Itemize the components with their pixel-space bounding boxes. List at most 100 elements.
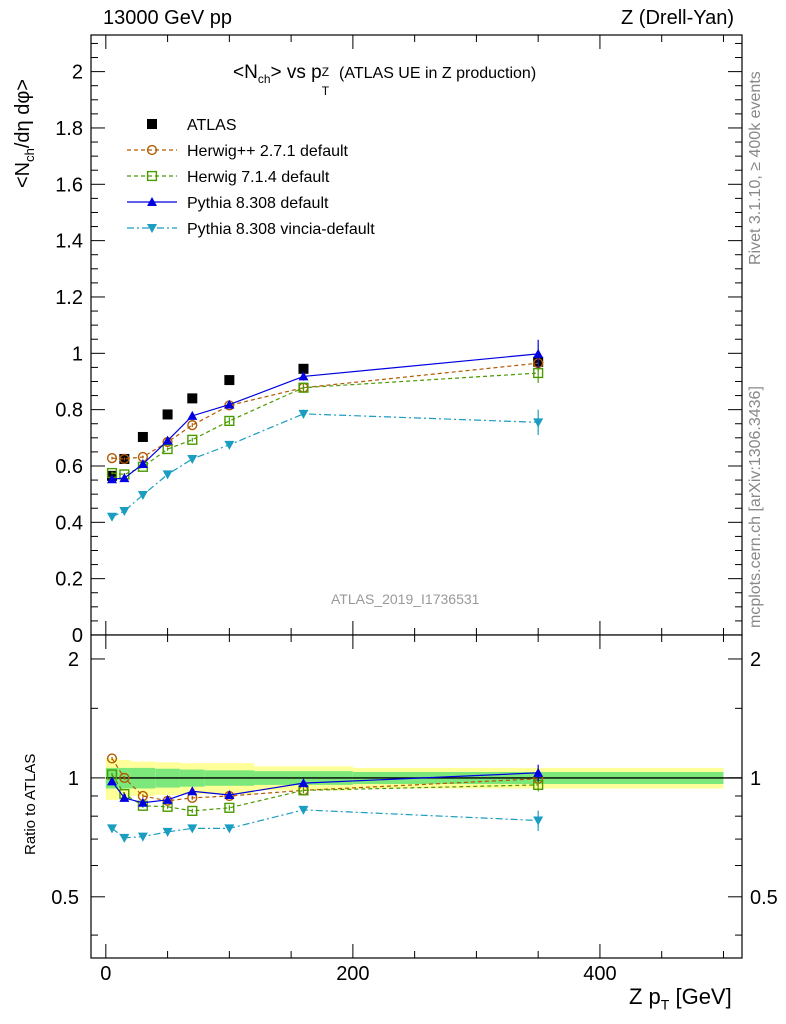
y-tick-label: 1.4 xyxy=(55,231,83,253)
title-sub-t: T xyxy=(321,84,330,98)
ratio-plot-panel: 0.5 0.5 1 1 2 2 0 200 400 xyxy=(51,634,778,985)
ratio-point-pythia xyxy=(224,790,235,800)
main-point-atlas xyxy=(137,431,148,442)
main-point-herwigpp xyxy=(187,420,198,431)
main-point-vincia xyxy=(187,454,198,464)
legend-marker-herwigpp xyxy=(146,144,158,156)
main-point-vincia xyxy=(107,512,117,522)
ratio-y-tick-label-right: 2 xyxy=(750,649,761,671)
main-point-vincia xyxy=(137,491,148,500)
y-tick-label: 1.8 xyxy=(55,118,83,140)
ratio-y-tick-label: 1 xyxy=(68,768,79,790)
ratio-point-herwig7 xyxy=(187,805,198,816)
collision-energy-label: 13000 GeV pp xyxy=(103,7,232,29)
y-tick-label: 0.4 xyxy=(55,512,83,534)
analysis-watermark: ATLAS_2019_I1736531 xyxy=(331,591,480,607)
main-point-atlas xyxy=(224,375,235,386)
x-label-sub: T xyxy=(660,996,670,1013)
main-point-pythia xyxy=(162,435,173,445)
title-part-a: <N xyxy=(233,62,258,83)
legend-marker-atlas xyxy=(147,119,157,129)
main-point-pythia xyxy=(187,410,198,420)
main-point-herwig7 xyxy=(224,415,235,427)
ratio-y-tick-label-right: 1 xyxy=(750,768,761,790)
ratio-y-tick-label-right: 0.5 xyxy=(750,887,778,909)
legend-label-herwig7: Herwig 7.1.4 default xyxy=(187,169,330,186)
ratio-point-pythia xyxy=(137,797,148,807)
main-point-atlas xyxy=(162,409,173,420)
legend-marker-pythia xyxy=(147,197,157,206)
ratio-series-herwig7 xyxy=(106,769,544,816)
main-point-atlas xyxy=(298,363,309,374)
main-point-pythia xyxy=(298,371,309,381)
legend-entry-vincia: Pythia 8.308 vincia-default xyxy=(127,221,375,238)
main-plot-panel: 0 0.2 0.4 0.6 0.8 1 1.2 1.4 1.6 1.8 2 ATLAS Herwig+… xyxy=(55,34,743,647)
main-point-pythia xyxy=(107,474,117,484)
process-label: Z (Drell-Yan) xyxy=(621,7,734,29)
y-tick-label: 0.8 xyxy=(55,400,83,422)
main-point-herwig7 xyxy=(533,367,544,379)
y-tick-label: 1.2 xyxy=(55,287,83,309)
legend-label-atlas: ATLAS xyxy=(187,117,237,134)
main-series-vincia xyxy=(107,409,544,522)
rivet-version-label: Rivet 3.1.10, ≥ 400k events xyxy=(747,71,764,265)
x-tick-label: 400 xyxy=(583,963,616,985)
main-y-axis-label: <Nch/dη dφ> xyxy=(12,79,37,188)
y-tick-label: 2 xyxy=(72,62,83,84)
legend-entry-herwig7: Herwig 7.1.4 default xyxy=(127,169,330,186)
ratio-point-vincia xyxy=(298,805,309,815)
legend-entry-pythia: Pythia 8.308 default xyxy=(127,195,329,212)
main-axis-ticks: 0 0.2 0.4 0.6 0.8 1 1.2 1.4 1.6 1.8 2 xyxy=(55,35,742,647)
main-point-vincia xyxy=(162,470,173,480)
ratio-point-pythia xyxy=(187,786,198,796)
y-tick-label: 0.6 xyxy=(55,456,83,478)
main-point-pythia xyxy=(119,473,130,483)
ratio-point-vincia xyxy=(187,824,198,834)
ratio-plot-frame xyxy=(90,634,743,959)
legend-marker-herwig7 xyxy=(146,170,158,182)
ratio-point-vincia xyxy=(533,816,544,826)
ratio-point-vincia xyxy=(162,827,173,837)
y-label-part-b: /dη dφ> xyxy=(12,79,34,149)
x-tick-label: 200 xyxy=(336,963,369,985)
mcplots-label: mcplots.cern.ch [arXiv:1306.3436] xyxy=(747,386,764,628)
legend-entry-atlas: ATLAS xyxy=(147,117,237,134)
title-sup-z: Z xyxy=(321,65,330,79)
main-point-pythia xyxy=(224,399,235,409)
ratio-point-vincia xyxy=(107,824,117,834)
main-point-atlas xyxy=(187,393,198,404)
x-tick-label: 0 xyxy=(100,963,111,985)
ratio-point-vincia xyxy=(137,832,148,842)
x-axis-label: Z pT [GeV] xyxy=(629,984,732,1012)
main-point-herwig7 xyxy=(187,434,198,445)
main-point-pythia xyxy=(137,459,148,469)
ratio-y-tick-label: 2 xyxy=(68,649,79,671)
y-tick-label: 1 xyxy=(72,343,83,365)
x-label-part-b: [GeV] xyxy=(669,984,732,1009)
ratio-series-vincia xyxy=(107,805,544,843)
ratio-point-pythia xyxy=(533,767,544,777)
main-series-layer xyxy=(106,339,544,522)
title-part-b: > vs p xyxy=(270,62,322,83)
main-point-vincia xyxy=(533,418,544,428)
ratio-point-herwig7 xyxy=(224,802,235,813)
legend-label-vincia: Pythia 8.308 vincia-default xyxy=(187,221,375,238)
legend: ATLAS Herwig++ 2.7.1 default Herwig 7.1.4 … xyxy=(127,117,375,238)
ratio-line-herwigpp xyxy=(111,758,539,802)
y-tick-label: 0.2 xyxy=(55,569,83,591)
ratio-point-pythia xyxy=(162,794,173,804)
ratio-point-vincia xyxy=(119,833,130,843)
y-label-sub: ch xyxy=(22,148,37,162)
ratio-point-vincia xyxy=(224,824,235,834)
main-point-herwigpp xyxy=(119,453,130,465)
main-plot-frame xyxy=(90,34,743,636)
main-point-herwigpp xyxy=(106,452,118,464)
title-note: (ATLAS UE in Z production) xyxy=(339,65,537,82)
ratio-point-pythia xyxy=(119,792,130,802)
main-point-vincia xyxy=(119,507,130,517)
main-line-herwig7 xyxy=(111,372,539,476)
main-series-pythia xyxy=(107,339,544,484)
main-point-herwig7 xyxy=(162,443,173,455)
